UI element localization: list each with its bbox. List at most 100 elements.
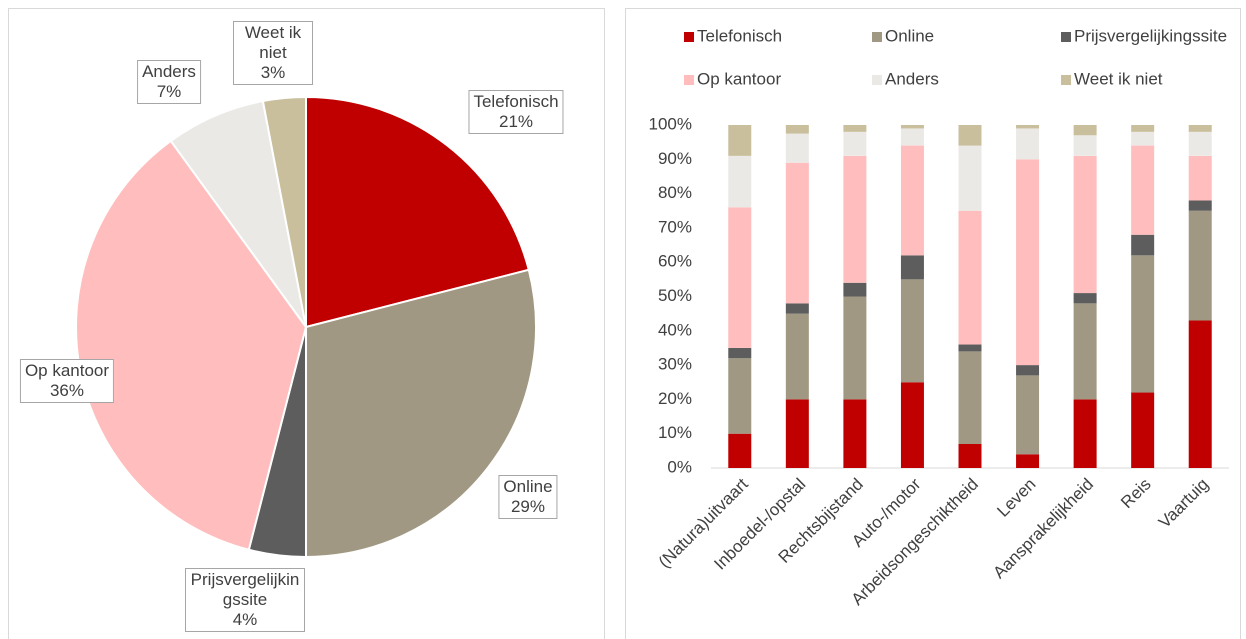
bar-segment: [843, 296, 867, 400]
bar-segment: [1073, 125, 1097, 136]
bar-segment: [843, 131, 867, 156]
bar-segment: [958, 351, 982, 444]
bar-segment: [958, 145, 982, 211]
pie-label: Online 29%: [498, 475, 558, 519]
bar-segment: [1016, 454, 1040, 468]
y-tick-label: 40%: [658, 320, 692, 339]
bar-segment: [900, 125, 924, 129]
x-tick-label: Aansprakelijkheid: [989, 475, 1097, 583]
pie-slice: [261, 95, 307, 328]
bar-segment: [1016, 125, 1040, 129]
bar-segment: [900, 255, 924, 280]
y-tick-label: 20%: [658, 389, 692, 408]
pie-label-value: 3%: [260, 63, 286, 82]
bar-segment: [900, 279, 924, 383]
bar-segment: [843, 125, 867, 132]
pie-slice: [169, 99, 307, 328]
y-tick-label: 50%: [658, 286, 692, 305]
legend-swatch: [1061, 75, 1071, 85]
bar-segment: [1073, 303, 1097, 400]
legend-label: Telefonisch: [697, 26, 782, 45]
bar-segment: [785, 399, 809, 468]
bar-segment: [1016, 159, 1040, 366]
legend-label: Op kantoor: [697, 69, 781, 88]
bar-segment: [1073, 155, 1097, 294]
legend-swatch: [684, 75, 694, 85]
bar-segment: [1073, 135, 1097, 156]
bar-segment: [1188, 200, 1212, 211]
pie-label-value: 29%: [510, 497, 546, 516]
bar-segment: [1073, 293, 1097, 304]
bar-segment: [1016, 128, 1040, 160]
bar-segment: [1131, 255, 1155, 393]
bar-segment: [900, 382, 924, 468]
bar-segment: [958, 125, 982, 146]
bar-segment: [1016, 375, 1040, 455]
x-tick-label: Vaartuig: [1155, 475, 1212, 532]
legend-swatch: [872, 75, 882, 85]
bar-segment: [1073, 399, 1097, 468]
bar-segment: [728, 433, 752, 468]
bar-segment: [728, 207, 752, 348]
bar-panel: [625, 8, 1241, 639]
legend-swatch: [1061, 32, 1071, 42]
bar-segment: [728, 155, 752, 208]
pie-label-value: 36%: [49, 381, 85, 400]
bar-segment: [1016, 365, 1040, 376]
bar-segment: [728, 347, 752, 359]
legend-label: Weet ik niet: [1074, 69, 1163, 88]
y-tick-label: 10%: [658, 423, 692, 442]
bar-segment: [1188, 155, 1212, 201]
pie-label-category: Telefonisch: [473, 92, 559, 111]
bar-segment: [1131, 131, 1155, 146]
bar-segment: [958, 344, 982, 352]
bar-segment: [900, 145, 924, 256]
pie-label-category: Prijsvergelijkingssite: [190, 570, 300, 609]
pie-label-category: Anders: [142, 62, 196, 81]
bar-segment: [958, 210, 982, 345]
bar-segment: [1188, 131, 1212, 156]
bar-segment: [785, 133, 809, 163]
y-tick-label: 0%: [667, 457, 692, 476]
legend-swatch: [684, 32, 694, 42]
pie-label: Op kantoor 36%: [19, 359, 115, 403]
pie-label-value: 4%: [232, 610, 258, 629]
legend-label: Prijsvergelijkingssite: [1074, 26, 1227, 45]
pie-label-category: Online: [503, 477, 553, 496]
y-tick-label: 90%: [658, 149, 692, 168]
bar-segment: [900, 128, 924, 146]
legend-label: Anders: [885, 69, 939, 88]
x-tick-label: Leven: [993, 475, 1039, 521]
y-tick-label: 80%: [658, 183, 692, 202]
y-tick-label: 30%: [658, 355, 692, 374]
pie-label: Weet ik niet 3%: [233, 21, 313, 85]
pie-label: Anders 7%: [137, 60, 201, 104]
x-tick-label: Reis: [1117, 475, 1154, 512]
bar-segment: [728, 358, 752, 434]
bar-segment: [728, 125, 752, 156]
bar-segment: [843, 282, 867, 297]
bar-segment: [843, 155, 867, 283]
bar-segment: [785, 313, 809, 400]
bar-segment: [1188, 320, 1212, 468]
bar-segment: [1188, 125, 1212, 132]
bar-segment: [1131, 145, 1155, 235]
bar-segment: [958, 443, 982, 468]
pie-panel: [8, 8, 605, 639]
y-tick-label: 60%: [658, 252, 692, 271]
y-tick-label: 100%: [649, 114, 692, 133]
pie-label: Telefonisch 21%: [468, 90, 564, 134]
pie-label-category: Weet ik niet: [244, 23, 302, 62]
bar-segment: [785, 162, 809, 304]
bar-segment: [785, 303, 809, 314]
pie-label: Prijsvergelijkingssite 4%: [185, 568, 305, 632]
pie-slice: [305, 268, 537, 559]
bar-segment: [1131, 392, 1155, 468]
pie-label-value: 21%: [498, 112, 534, 131]
bar-segment: [1131, 234, 1155, 256]
bar-segment: [1131, 125, 1155, 132]
bar-segment: [843, 399, 867, 468]
legend-label: Online: [885, 26, 934, 45]
